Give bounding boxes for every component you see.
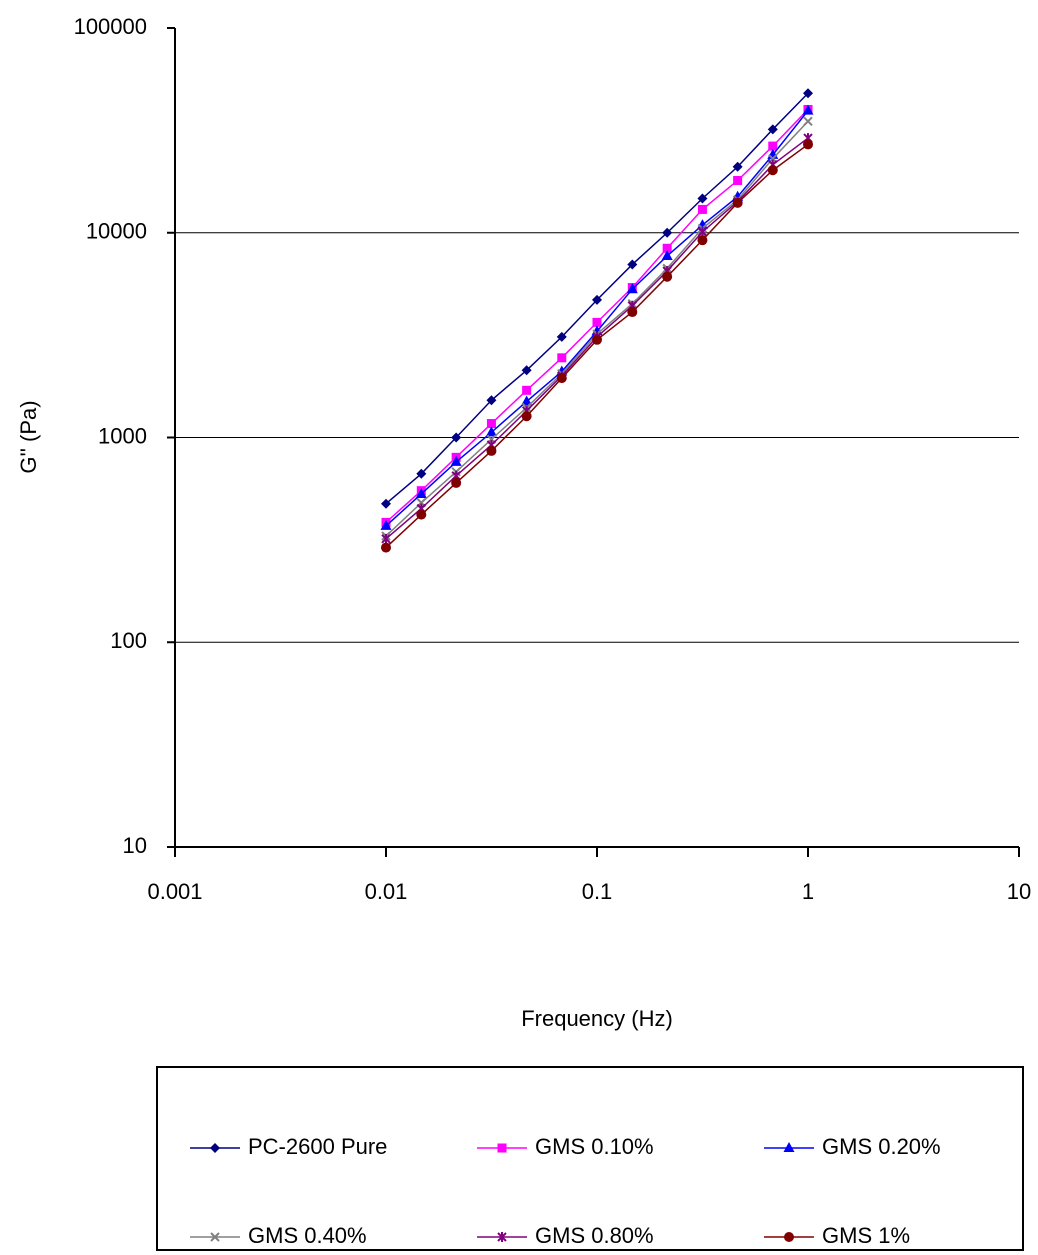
legend-label: GMS 0.80% <box>535 1223 654 1248</box>
marker <box>556 373 567 384</box>
marker <box>627 307 638 318</box>
marker <box>497 1232 507 1242</box>
x-tick-label: 0.01 <box>365 879 408 904</box>
marker <box>416 468 427 479</box>
marker <box>662 243 672 253</box>
marker <box>381 498 391 509</box>
marker <box>803 139 813 150</box>
marker <box>521 365 532 376</box>
marker <box>662 271 673 282</box>
marker <box>592 317 602 327</box>
marker <box>521 395 533 406</box>
x-tick-label: 0.001 <box>147 879 202 904</box>
x-tick-label: 1 <box>802 879 814 904</box>
marker <box>592 334 602 345</box>
marker <box>732 161 743 172</box>
marker <box>522 385 532 395</box>
marker <box>380 519 392 530</box>
legend-label: GMS 0.40% <box>248 1223 367 1248</box>
y-tick-label: 100000 <box>74 14 147 39</box>
y-axis-label: G'' (Pa) <box>16 400 41 473</box>
series-line <box>385 143 809 549</box>
y-tick-label: 10000 <box>86 219 147 244</box>
marker <box>697 235 708 246</box>
legend-label: GMS 0.10% <box>535 1134 654 1159</box>
marker <box>662 227 673 238</box>
marker <box>803 88 813 99</box>
marker <box>210 1143 220 1153</box>
y-tick-label: 100 <box>110 628 147 653</box>
y-tick-label: 10 <box>123 833 147 858</box>
marker <box>556 331 567 342</box>
y-tick-label: 1000 <box>98 423 147 448</box>
x-tick-label: 10 <box>1007 879 1031 904</box>
marker <box>415 487 427 498</box>
series-line <box>385 108 809 523</box>
marker <box>626 283 638 294</box>
marker <box>592 294 602 305</box>
marker <box>485 426 497 437</box>
legend-label: GMS 1% <box>822 1223 910 1248</box>
marker <box>486 395 497 406</box>
marker <box>210 1232 220 1242</box>
marker <box>802 104 814 115</box>
marker <box>733 175 743 185</box>
x-axis-label: Frequency (Hz) <box>521 1006 673 1031</box>
marker <box>381 533 391 544</box>
marker <box>486 419 496 429</box>
marker <box>557 353 567 363</box>
marker <box>767 165 778 176</box>
marker <box>450 455 462 466</box>
marker <box>497 1143 507 1153</box>
legend-label: PC-2600 Pure <box>248 1134 387 1159</box>
marker <box>697 204 707 214</box>
marker <box>661 249 673 260</box>
marker <box>783 1142 795 1152</box>
marker <box>451 477 462 488</box>
marker <box>768 141 778 151</box>
marker <box>486 445 497 456</box>
marker <box>803 116 813 127</box>
legend-label: GMS 0.20% <box>822 1134 941 1159</box>
marker <box>521 411 532 422</box>
marker <box>381 542 391 553</box>
legend-box <box>156 1066 1024 1251</box>
marker <box>784 1232 794 1242</box>
marker <box>416 509 427 520</box>
marker <box>451 432 462 443</box>
marker <box>732 197 743 208</box>
marker <box>627 259 638 270</box>
x-tick-label: 0.1 <box>582 879 613 904</box>
marker <box>697 193 708 204</box>
marker <box>767 124 778 135</box>
